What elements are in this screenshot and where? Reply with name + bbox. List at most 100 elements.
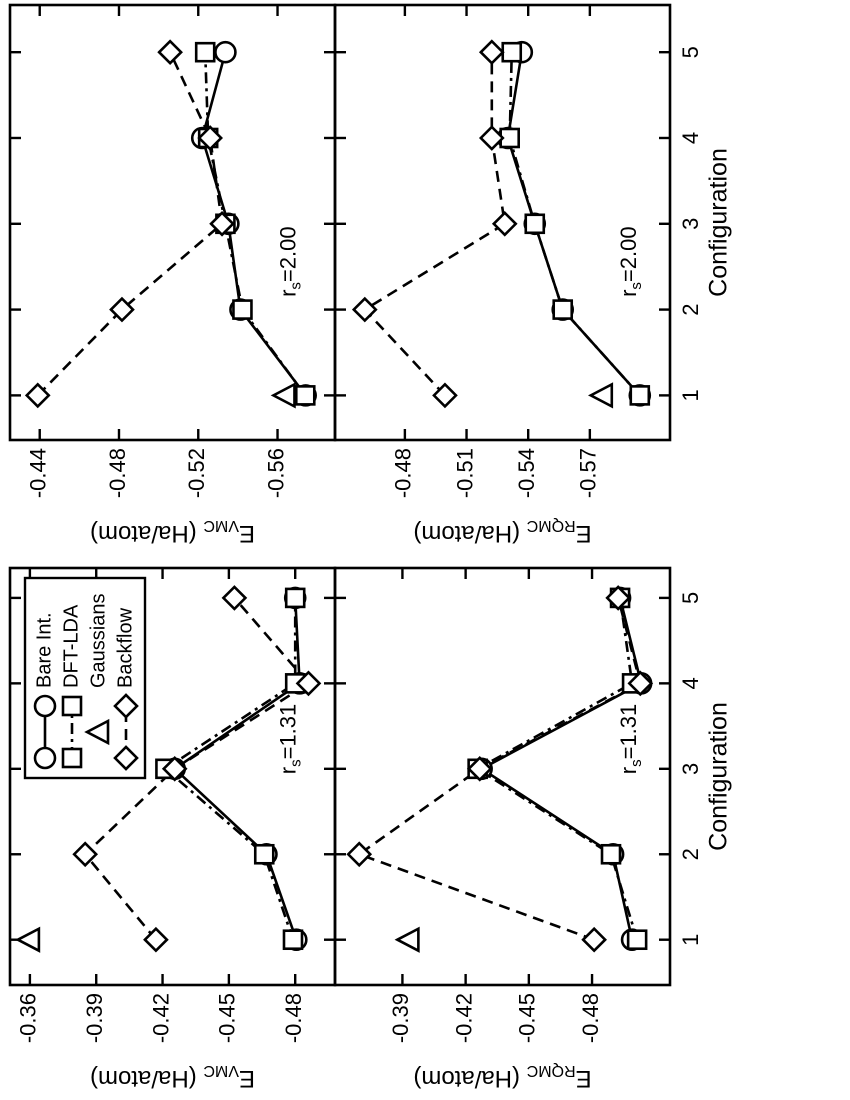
marker-square [501, 41, 523, 63]
marker-diamond [161, 755, 188, 782]
legend-box [23, 576, 147, 780]
y-tick-label: -0.42 [451, 993, 476, 1043]
y-tick-label: -0.44 [26, 448, 51, 498]
series-line [475, 597, 639, 941]
y-tick-label: -0.39 [388, 993, 413, 1043]
series-line [36, 51, 224, 397]
marker-square [61, 695, 83, 717]
marker-diamond [209, 210, 235, 237]
marker-square [552, 299, 574, 320]
marker-square [284, 587, 306, 609]
marker-square [232, 299, 253, 320]
annotation-text: =2.00 [616, 226, 641, 282]
x-tick-label: 3 [678, 218, 703, 230]
x-tick-label: 3 [678, 763, 703, 775]
y-tick-label: -0.45 [515, 993, 540, 1043]
marker-diamond [157, 39, 183, 66]
annotation-subscript: s [287, 282, 304, 290]
annotation-text: =2.00 [275, 226, 300, 282]
marker-diamond [295, 670, 322, 697]
y-axis-label-base: E [239, 1065, 255, 1092]
marker-diamond [143, 926, 169, 953]
y-tick-label: -0.48 [281, 993, 306, 1043]
marker-diamond [24, 382, 51, 409]
x-axis-label: Configuration [705, 702, 733, 851]
annotation-subscript: s [628, 282, 645, 290]
plot-frame [333, 566, 672, 987]
annotation: rs=2.00 [616, 226, 645, 297]
y-tick-label: -0.42 [148, 993, 173, 1043]
marker-diamond [221, 585, 248, 611]
annotation-base: r [275, 767, 300, 774]
x-tick-label: 4 [678, 132, 703, 144]
x-tick-label: 2 [678, 303, 703, 315]
y-tick-label: -0.52 [184, 448, 209, 498]
y-axis-label-subscript: RQMC [527, 1062, 576, 1079]
marker-square [600, 843, 622, 865]
marker-diamond [351, 296, 378, 323]
y-tick-label: -0.57 [576, 448, 601, 498]
marker-square [253, 843, 275, 865]
y-axis-label-text: (Ha/atom) [90, 520, 203, 547]
marker-square [282, 929, 304, 951]
y-tick-label: -0.48 [391, 448, 416, 498]
marker-diamond [627, 670, 654, 697]
marker-square [294, 385, 316, 406]
y-tick-label: -0.48 [105, 448, 130, 498]
plot-frame [333, 3, 672, 442]
y-axis-label: ERQMC (Ha/atom) [413, 517, 591, 547]
legend-label: Gaussians [87, 594, 109, 689]
series-line [508, 52, 641, 397]
x-tick-label: 5 [678, 592, 703, 604]
annotation: rs=2.00 [275, 226, 304, 297]
y-axis-label: EVMC (Ha/atom) [90, 1062, 255, 1092]
marker-square [626, 929, 648, 951]
plot-frame [8, 3, 337, 442]
marker-circle [33, 746, 57, 770]
annotation-base: r [616, 767, 641, 774]
x-tick-label: 1 [678, 934, 703, 946]
y-axis-label-text: (Ha/atom) [413, 1065, 526, 1092]
marker-diamond [478, 125, 505, 151]
marker-circle [33, 694, 57, 718]
marker-triangle [270, 382, 296, 409]
y-tick-label: -0.51 [452, 448, 477, 498]
marker-square [524, 213, 546, 235]
x-tick-label: 2 [678, 848, 703, 860]
marker-square [194, 41, 216, 63]
legend-label: DFT-LDA [60, 604, 82, 688]
y-axis-label-base: E [576, 520, 592, 547]
y-tick-label: -0.36 [16, 993, 41, 1043]
marker-triangle [587, 382, 614, 409]
y-axis-label: ERQMC (Ha/atom) [413, 1062, 591, 1092]
y-axis-label-base: E [239, 520, 255, 547]
marker-circle [214, 40, 237, 64]
x-tick-label: 5 [678, 46, 703, 58]
marker-diamond [197, 125, 223, 151]
y-axis-label-text: (Ha/atom) [90, 1065, 203, 1092]
marker-diamond [72, 841, 99, 868]
x-tick-label: 4 [678, 677, 703, 689]
marker-diamond [113, 745, 139, 771]
marker-diamond [491, 210, 518, 237]
y-axis-label-subscript: VMC [203, 517, 239, 534]
y-tick-label: -0.48 [578, 993, 603, 1043]
y-tick-label: -0.45 [215, 993, 240, 1043]
x-axis-label: Configuration [705, 148, 733, 297]
marker-diamond [346, 841, 373, 868]
series-line [362, 52, 507, 397]
marker-triangle [84, 718, 110, 746]
annotation: rs=1.31 [616, 704, 645, 775]
y-axis-label: EVMC (Ha/atom) [90, 517, 255, 547]
marker-diamond [478, 39, 505, 66]
annotation: rs=1.31 [275, 704, 304, 775]
series-line [356, 597, 642, 941]
marker-diamond [432, 382, 458, 409]
y-axis-label-text: (Ha/atom) [413, 520, 526, 547]
marker-triangle [394, 926, 420, 953]
annotation-base: r [275, 290, 300, 297]
marker-square [61, 747, 83, 769]
